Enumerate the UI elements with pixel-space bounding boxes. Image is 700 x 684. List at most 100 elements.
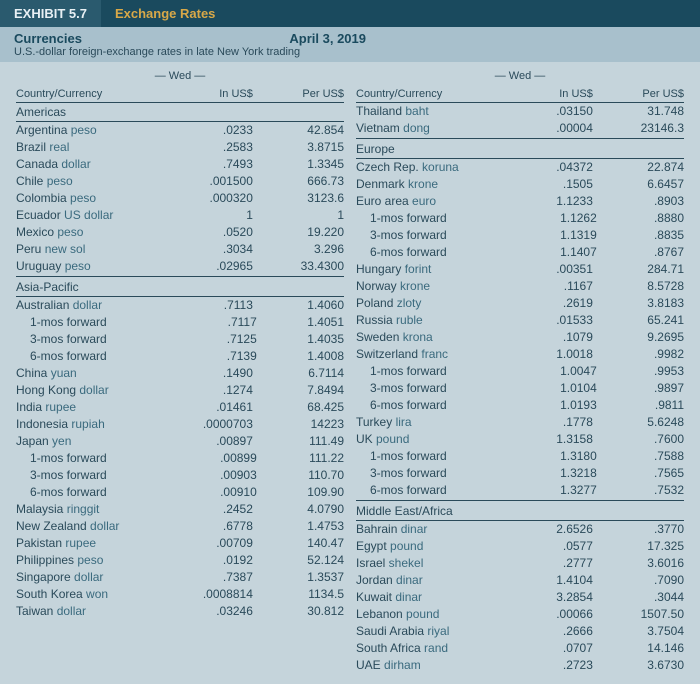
table-row: Switzerland franc1.0018.9982 — [356, 346, 684, 363]
per-usd: .9811 — [597, 398, 684, 413]
per-usd: .9982 — [593, 347, 684, 362]
in-usd: .03246 — [162, 604, 253, 619]
currency-name: Sweden krona — [356, 330, 502, 345]
table-row: Hungary forint.00351284.71 — [356, 261, 684, 278]
table-row: South Africa rand.070714.146 — [356, 640, 684, 657]
in-usd: 1.0018 — [502, 347, 593, 362]
in-usd: .1167 — [502, 279, 593, 294]
table-row: Czech Rep. koruna.0437222.874 — [356, 159, 684, 176]
currency-name: Lebanon pound — [356, 607, 502, 622]
in-usd: 1.1262 — [510, 211, 597, 226]
in-usd: .7117 — [170, 315, 257, 330]
in-usd: .02965 — [162, 259, 253, 274]
per-usd: 22.874 — [593, 160, 684, 175]
per-usd: .7600 — [593, 432, 684, 447]
per-usd: 1507.50 — [593, 607, 684, 622]
in-usd: 1.0193 — [510, 398, 597, 413]
desc-label: U.S.-dollar foreign-exchange rates in la… — [14, 46, 686, 60]
in-usd: 2.6526 — [502, 522, 593, 537]
table-row: Israel shekel.27773.6016 — [356, 555, 684, 572]
table-row: 6-mos forward1.1407.8767 — [356, 244, 684, 261]
per-usd: .3770 — [593, 522, 684, 537]
per-usd: 7.8494 — [253, 383, 344, 398]
header-in: In US$ — [162, 88, 253, 100]
per-usd: 284.71 — [593, 262, 684, 277]
per-usd: 3.6730 — [593, 658, 684, 673]
per-usd: 31.748 — [593, 104, 684, 119]
currency-name: Hungary forint — [356, 262, 502, 277]
per-usd: 109.90 — [257, 485, 344, 500]
table-row: 3-mos forward1.3218.7565 — [356, 465, 684, 482]
currency-name: Canada dollar — [16, 157, 162, 172]
in-usd: .2723 — [502, 658, 593, 673]
currency-name: Malaysia ringgit — [16, 502, 162, 517]
in-usd: .3034 — [162, 242, 253, 257]
table-row: Singapore dollar.73871.3537 — [16, 569, 344, 586]
per-usd: 42.854 — [253, 123, 344, 138]
section-header: Americas — [16, 103, 344, 122]
currency-name: Ecuador US dollar — [16, 208, 162, 223]
per-usd: .9953 — [597, 364, 684, 379]
per-usd: 19.220 — [253, 225, 344, 240]
table-row: China yuan.14906.7114 — [16, 365, 344, 382]
per-usd: 666.73 — [253, 174, 344, 189]
per-usd: .3044 — [593, 590, 684, 605]
per-usd: 6.7114 — [253, 366, 344, 381]
header-in: In US$ — [502, 88, 593, 100]
in-usd: .1778 — [502, 415, 593, 430]
section-header: Europe — [356, 140, 684, 159]
currency-name: South Africa rand — [356, 641, 502, 656]
currency-name: Japan yen — [16, 434, 162, 449]
in-usd: .00066 — [502, 607, 593, 622]
currency-name: Norway krone — [356, 279, 502, 294]
per-usd: 3.7504 — [593, 624, 684, 639]
per-usd: 23146.3 — [593, 121, 684, 136]
per-usd: 111.49 — [253, 434, 344, 449]
currency-name: Singapore dollar — [16, 570, 162, 585]
in-usd: .0707 — [502, 641, 593, 656]
table-row: Philippines peso.019252.124 — [16, 552, 344, 569]
table-row: Colombia peso.0003203123.6 — [16, 190, 344, 207]
per-usd: 6.6457 — [593, 177, 684, 192]
table-row: Japan yen.00897111.49 — [16, 433, 344, 450]
exhibit-title: Exchange Rates — [101, 0, 229, 27]
currency-name: Uruguay peso — [16, 259, 162, 274]
in-usd: .0233 — [162, 123, 253, 138]
table-row: 1-mos forward1.3180.7588 — [356, 448, 684, 465]
in-usd: .001500 — [162, 174, 253, 189]
currency-name: 3-mos forward — [16, 468, 170, 483]
main-table: — Wed — Country/Currency In US$ Per US$ … — [0, 62, 700, 684]
in-usd: .03150 — [502, 104, 593, 119]
per-usd: 1134.5 — [253, 587, 344, 602]
table-row: Canada dollar.74931.3345 — [16, 156, 344, 173]
exhibit-header: EXHIBIT 5.7 Exchange Rates — [0, 0, 700, 27]
right-column: — Wed — Country/Currency In US$ Per US$ … — [350, 66, 690, 674]
per-usd: 14223 — [253, 417, 344, 432]
table-row: Brazil real.25833.8715 — [16, 139, 344, 156]
table-row: 1-mos forward1.1262.8880 — [356, 210, 684, 227]
per-usd: .7532 — [597, 483, 684, 498]
per-usd: 3.6016 — [593, 556, 684, 571]
per-usd: 30.812 — [253, 604, 344, 619]
in-usd: 1.3158 — [502, 432, 593, 447]
in-usd: .00903 — [170, 468, 257, 483]
in-usd: 1.1233 — [502, 194, 593, 209]
currency-name: UK pound — [356, 432, 502, 447]
in-usd: .00351 — [502, 262, 593, 277]
in-usd: .2619 — [502, 296, 593, 311]
in-usd: 1.1319 — [510, 228, 597, 243]
in-usd: .01533 — [502, 313, 593, 328]
per-usd: 1 — [253, 208, 344, 223]
table-row: Norway krone.11678.5728 — [356, 278, 684, 295]
in-usd: .7493 — [162, 157, 253, 172]
table-row: Hong Kong dollar.12747.8494 — [16, 382, 344, 399]
per-usd: .7090 — [593, 573, 684, 588]
in-usd: 1.3277 — [510, 483, 597, 498]
table-row: Australian dollar.71131.4060 — [16, 297, 344, 314]
table-row: Peru new sol.30343.296 — [16, 241, 344, 258]
in-usd: .1505 — [502, 177, 593, 192]
in-usd: .0577 — [502, 539, 593, 554]
in-usd: 1.0047 — [510, 364, 597, 379]
currency-name: South Korea won — [16, 587, 162, 602]
currency-name: New Zealand dollar — [16, 519, 162, 534]
